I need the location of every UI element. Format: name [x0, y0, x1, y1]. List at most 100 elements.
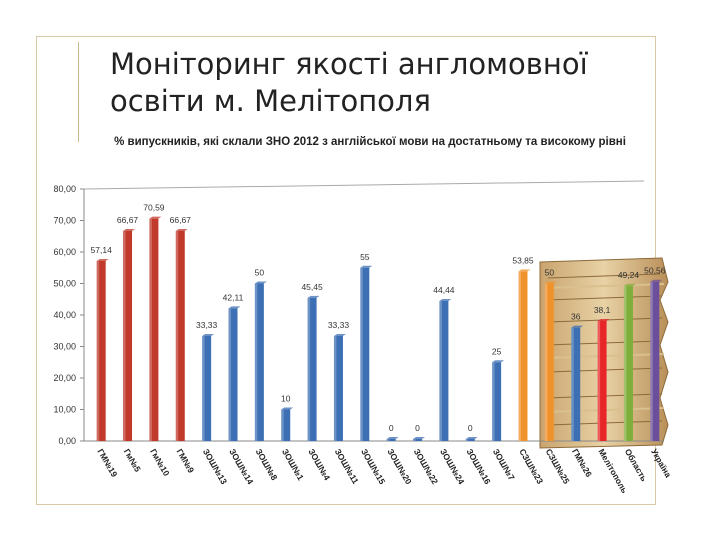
bar: [123, 228, 136, 441]
bar-top: [413, 437, 426, 439]
bar-highlight: [597, 320, 601, 441]
bar-top: [439, 299, 452, 302]
bar-top: [544, 281, 557, 284]
x-tick-label: ЗОШ№11: [333, 447, 361, 486]
bar-top: [333, 334, 346, 337]
bar-highlight: [123, 230, 126, 441]
bar-highlight: [465, 439, 469, 441]
bar-highlight: [281, 409, 284, 441]
bar-top: [123, 228, 136, 231]
bar-top: [202, 334, 215, 337]
data-label: 70,59: [143, 203, 165, 213]
bar-body: [386, 439, 396, 441]
bar-body: [571, 327, 581, 441]
x-tick-label: Україна: [649, 447, 673, 479]
bar-body: [360, 267, 370, 441]
x-tick-label: ЗОШ№4: [306, 447, 332, 482]
data-label: 45,45: [301, 282, 323, 292]
bar: [623, 283, 636, 441]
x-tick-label: ЗОШ№7: [491, 447, 517, 482]
bar-highlight: [254, 283, 258, 441]
bar-body: [149, 218, 159, 441]
x-tick-label: ЗОШ№15: [359, 447, 387, 486]
x-tick-label: ЗОШ№20: [385, 447, 413, 486]
data-label: 33,33: [196, 320, 218, 330]
bar: [360, 265, 373, 441]
chart-plane-edge: [83, 180, 645, 190]
bar-body: [623, 285, 633, 441]
bar: [202, 334, 215, 441]
data-label: 25: [492, 346, 502, 356]
bar-body: [254, 283, 264, 441]
bar: [96, 259, 109, 441]
bar-highlight: [333, 336, 337, 441]
bar-highlight: [413, 439, 416, 441]
bar: [175, 228, 188, 441]
bar: [597, 318, 610, 441]
chart-title: % випускників, які склали ЗНО 2012 з анг…: [114, 136, 626, 148]
x-tick-label: ЗОШ№24: [438, 447, 466, 486]
data-label: 66,67: [117, 215, 139, 225]
bar-top: [254, 281, 267, 284]
bar-body: [96, 261, 106, 441]
bar-top: [623, 283, 636, 286]
bar-body: [597, 320, 607, 441]
bar: [650, 279, 663, 441]
data-label: 10: [281, 394, 291, 404]
data-label: 57,14: [91, 245, 113, 255]
bar-body: [544, 283, 554, 441]
y-tick-label: 40,00: [53, 310, 76, 320]
slide-title: Моніторинг якості англомовної освіти м. …: [110, 46, 650, 120]
y-tick-label: 10,00: [53, 405, 76, 415]
data-label: 0: [468, 423, 473, 433]
data-label: 42,11: [223, 292, 244, 302]
bar: [413, 437, 426, 441]
x-tick-label: ГМ№9: [175, 447, 197, 475]
bar-highlight: [623, 285, 627, 441]
x-tick-label: ЗОШ№8: [254, 447, 280, 482]
bar-top: [518, 269, 531, 272]
y-tick-label: 30,00: [53, 342, 76, 352]
bar-top: [149, 216, 162, 219]
bar-top: [360, 265, 373, 268]
bar-highlight: [307, 297, 311, 441]
bar: [518, 269, 531, 441]
data-label: 55: [360, 252, 370, 262]
bar: [386, 437, 399, 441]
bar-highlight: [650, 281, 653, 441]
data-label: 44,44: [433, 285, 455, 295]
bar: [281, 407, 294, 441]
bar: [228, 306, 241, 441]
y-tick-label: 0,00: [58, 436, 76, 446]
x-tick-label: Область: [623, 447, 650, 483]
data-label: 33,33: [328, 320, 350, 330]
x-tick-label: ГМ№26: [570, 447, 594, 479]
chart-data-labels: 57,14 66,67 70,59 66,67 33,33 42,11 50 10 45,45 3…: [91, 203, 666, 433]
bar-body: [439, 301, 449, 441]
y-tick-label: 20,00: [53, 373, 76, 383]
y-tick-label: 80,00: [53, 184, 76, 194]
bar-body: [465, 439, 475, 441]
data-label: 36: [571, 312, 581, 322]
bar: [492, 360, 505, 441]
bar: [149, 216, 162, 441]
bar-highlight: [544, 283, 548, 441]
x-tick-label: ЗОШ№1: [280, 447, 306, 482]
x-tick-label: Гм№5: [122, 447, 143, 474]
bar-top: [96, 259, 109, 262]
slide-title-line-1: Моніторинг якості англомовної: [110, 47, 588, 81]
bar-highlight: [492, 362, 495, 441]
y-tick-label: 60,00: [53, 247, 76, 257]
bar-highlight: [439, 301, 442, 441]
slide-title-line-2: освіти м. Мелітополя: [110, 84, 431, 118]
data-label: 50: [255, 268, 265, 278]
bar-top: [175, 228, 188, 231]
bar-highlight: [202, 336, 205, 441]
bar-top: [571, 325, 584, 328]
bar: [333, 334, 346, 441]
bar-body: [413, 439, 423, 441]
bar-top: [492, 360, 505, 363]
y-tick-label: 50,00: [53, 279, 76, 289]
bar-highlight: [518, 271, 521, 441]
